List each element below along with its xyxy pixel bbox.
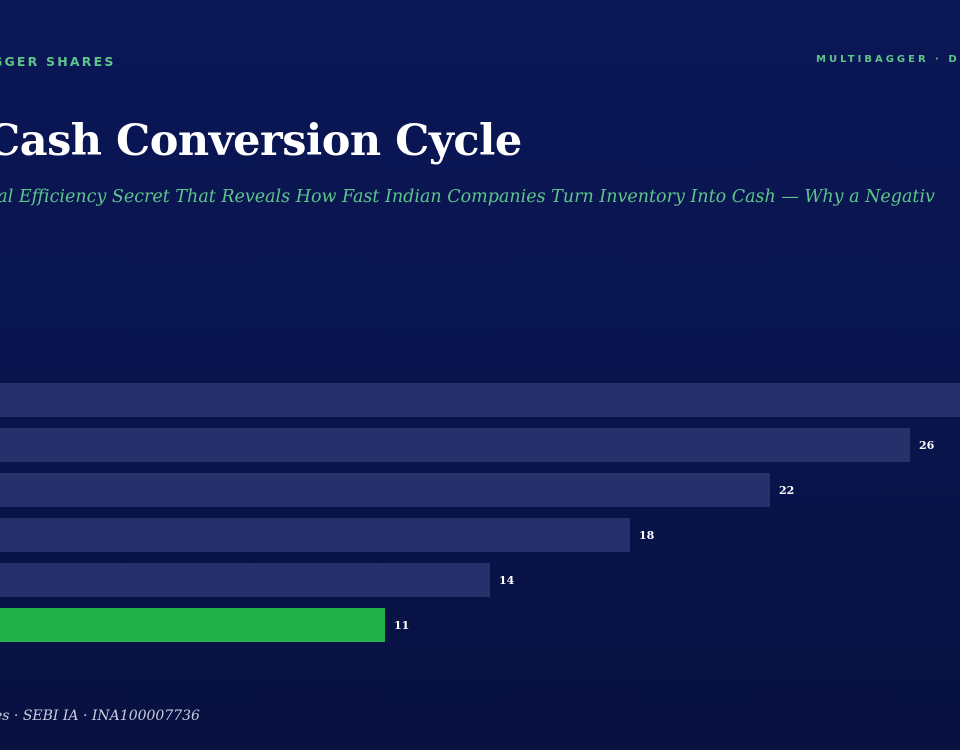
bar xyxy=(0,428,910,462)
bar-value-label: 22 xyxy=(779,484,794,497)
bar xyxy=(0,518,630,552)
footer-disclaimer: es · SEBI IA · INA100007736 xyxy=(0,708,200,724)
brand-name: GGER SHARES xyxy=(0,54,116,69)
bar xyxy=(0,383,960,417)
bar-value-label: 26 xyxy=(919,439,935,452)
page-title: Cash Conversion Cycle xyxy=(0,116,522,166)
bar-highlight xyxy=(0,608,385,642)
header-tag: MULTIBAGGER · D xyxy=(816,54,960,65)
bar xyxy=(0,473,770,507)
bar xyxy=(0,563,490,597)
page-subtitle: nal Efficiency Secret That Reveals How F… xyxy=(0,187,935,207)
bar-value-label: 18 xyxy=(639,529,655,542)
bar-value-label: 11 xyxy=(394,619,409,632)
bars-group: 26 22 18 14 11 xyxy=(0,383,960,642)
bar-value-label: 14 xyxy=(499,574,515,587)
